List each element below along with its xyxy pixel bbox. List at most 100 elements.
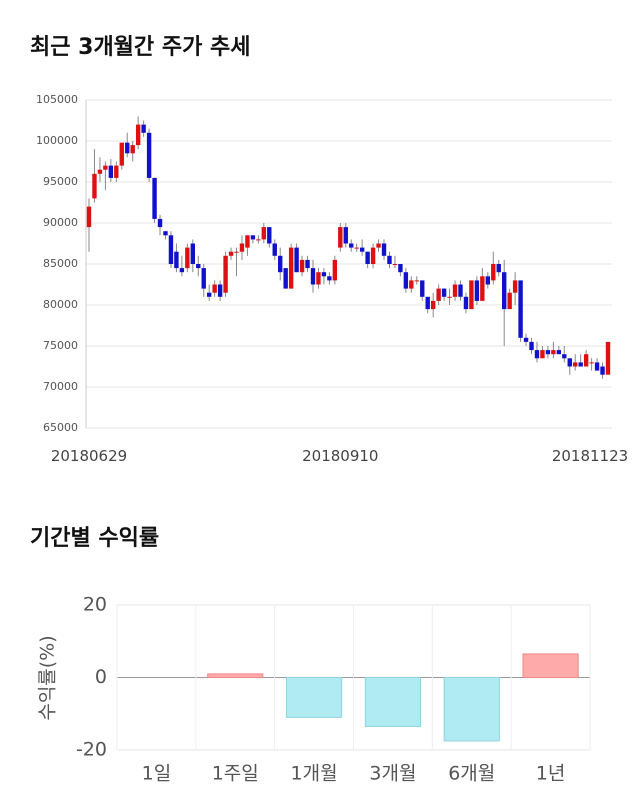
candle-body xyxy=(234,251,239,253)
candle-body xyxy=(605,341,611,375)
x-tick-label: 1년 xyxy=(536,763,566,785)
y-tick-label: 75000 xyxy=(43,339,78,352)
candle-body xyxy=(403,272,409,289)
candle-body xyxy=(441,288,447,297)
candle-body xyxy=(316,272,321,285)
candle-body xyxy=(381,243,387,256)
x-tick-label: 20181123 xyxy=(552,447,628,465)
y-tick-label: 80000 xyxy=(43,298,78,311)
candle-body xyxy=(256,239,261,241)
candle-body xyxy=(190,243,195,264)
x-tick-label: 20180910 xyxy=(302,447,378,465)
candle-body xyxy=(245,235,250,248)
candle-body xyxy=(392,264,398,265)
candle-body xyxy=(119,142,124,166)
x-tick-label: 3개월 xyxy=(369,763,416,785)
chart-title: 최근 3개월간 주가 추세 xyxy=(30,35,250,60)
candle-body xyxy=(458,284,463,297)
candle-body xyxy=(594,362,600,371)
candle-body xyxy=(376,243,381,248)
candle-body xyxy=(518,280,523,338)
candle-body xyxy=(267,227,272,244)
candle-body xyxy=(491,264,496,281)
candle-body xyxy=(92,173,97,199)
candle-body xyxy=(420,280,425,297)
candle-body xyxy=(299,259,305,273)
y-tick-label: 20 xyxy=(83,594,107,616)
candle-body xyxy=(283,268,288,289)
candle-body xyxy=(469,280,474,310)
candle-body xyxy=(343,227,348,244)
candle-body xyxy=(349,243,354,248)
candle-body xyxy=(174,251,179,269)
y-axis-label: 수익률(%) xyxy=(37,635,59,720)
candle-body xyxy=(523,337,529,342)
candle-body xyxy=(108,165,114,178)
candle-body xyxy=(545,350,551,355)
candle-body xyxy=(409,280,414,289)
candle-body xyxy=(310,268,316,285)
y-tick-label: 95000 xyxy=(43,175,78,188)
candle-body xyxy=(359,247,365,252)
candle-body xyxy=(387,255,392,264)
y-tick-label: 85000 xyxy=(43,257,78,270)
candle-body xyxy=(452,284,458,297)
candle-body xyxy=(185,247,190,269)
candle-body xyxy=(135,124,141,146)
candle-body xyxy=(141,124,146,133)
candle-body xyxy=(278,255,283,273)
candle-body xyxy=(327,276,332,281)
candle-body xyxy=(321,272,327,277)
candle-body xyxy=(125,142,130,154)
candle-body xyxy=(103,165,108,170)
candle-body xyxy=(398,264,403,273)
candle-body xyxy=(217,284,223,297)
candle-body xyxy=(288,247,294,289)
candle-body xyxy=(354,247,359,249)
candle-body xyxy=(152,177,157,219)
candle-body xyxy=(239,243,245,252)
candle-body xyxy=(562,354,567,359)
x-tick-label: 1주일 xyxy=(212,763,259,785)
candle-body xyxy=(502,272,507,310)
candle-body xyxy=(600,366,605,375)
candle-body xyxy=(556,350,562,355)
candle-body xyxy=(228,251,234,256)
candle-body xyxy=(567,358,572,367)
candle-body xyxy=(168,235,174,264)
candle-body xyxy=(370,247,376,264)
candle-body xyxy=(179,268,185,273)
candle-body xyxy=(365,251,370,264)
candle-body xyxy=(425,296,430,310)
candle-body xyxy=(130,145,135,154)
candle-body xyxy=(114,165,119,178)
candle-body xyxy=(414,280,419,282)
x-tick-label: 6개월 xyxy=(448,763,495,785)
candle-body xyxy=(430,300,436,310)
bar xyxy=(443,677,500,742)
candle-body xyxy=(529,341,534,351)
candle-body xyxy=(163,231,168,236)
candle-body xyxy=(512,280,518,293)
candle-body xyxy=(507,292,512,310)
candle-body xyxy=(157,218,163,228)
candle-body xyxy=(97,169,103,174)
y-tick-label: 105000 xyxy=(36,93,78,106)
candle-body xyxy=(294,247,299,273)
y-tick-label: -20 xyxy=(76,739,107,761)
y-tick-label: 0 xyxy=(95,666,107,688)
candle-body xyxy=(332,259,338,281)
candle-body xyxy=(250,235,256,240)
candle-body xyxy=(447,296,452,298)
candle-body xyxy=(583,354,589,367)
bar xyxy=(285,677,343,718)
x-tick-label: 20180629 xyxy=(51,447,127,465)
candle-body xyxy=(338,227,343,248)
candle-body xyxy=(589,362,594,364)
candle-body xyxy=(463,296,469,310)
candle-body xyxy=(573,362,578,367)
candle-body xyxy=(496,264,501,273)
candle-body xyxy=(272,243,277,256)
y-tick-label: 100000 xyxy=(36,134,78,147)
